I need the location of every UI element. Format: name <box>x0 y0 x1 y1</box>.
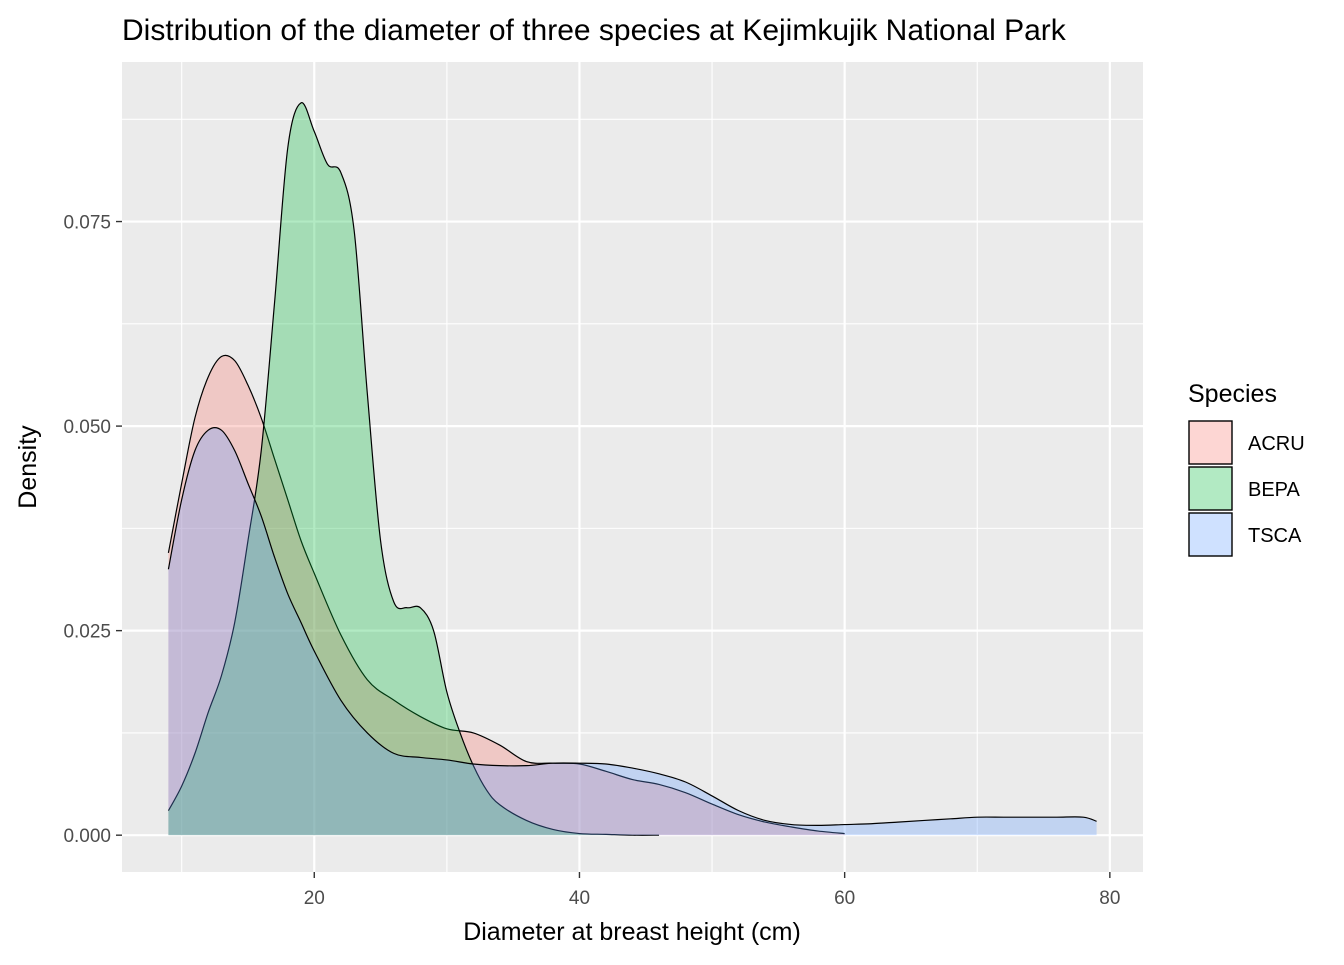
y-axis-title: Density <box>14 425 42 509</box>
x-axis-title: Diameter at breast height (cm) <box>463 918 801 946</box>
y-tick-label: 0.025 <box>63 622 111 643</box>
density-curves <box>167 102 1097 836</box>
y-tick-label: 0.000 <box>63 826 111 847</box>
legend-key-bepa <box>1188 466 1233 511</box>
density-line-acru <box>167 354 845 835</box>
density-line-tsca <box>167 427 1097 826</box>
y-axis: 0.000 0.025 0.050 0.075 <box>63 213 122 847</box>
chart-title: Distribution of the diameter of three sp… <box>122 14 1067 47</box>
legend-title: Species <box>1188 380 1277 408</box>
legend: Species ACRU BEPA TSCA <box>1188 380 1305 557</box>
density-line-bepa <box>167 102 660 836</box>
plot-panel <box>122 62 1143 872</box>
legend-key-acru <box>1188 420 1233 465</box>
x-tick-label: 60 <box>834 888 855 909</box>
legend-key-bg-tsca <box>1189 513 1232 556</box>
legend-key-bg-acru <box>1189 421 1232 464</box>
x-tick-label: 80 <box>1099 888 1120 909</box>
legend-items: ACRU BEPA TSCA <box>1188 420 1305 557</box>
legend-label-tsca: TSCA <box>1248 525 1302 547</box>
major-gridlines <box>122 62 1143 872</box>
legend-label-bepa: BEPA <box>1248 479 1301 501</box>
legend-key-tsca <box>1188 512 1233 557</box>
x-tick-label: 40 <box>569 888 590 909</box>
density-area-tsca <box>168 427 1097 836</box>
x-tick-label: 20 <box>304 888 325 909</box>
legend-label-acru: ACRU <box>1248 433 1305 455</box>
y-tick-label: 0.050 <box>63 417 111 438</box>
x-axis: 20 40 60 80 <box>304 872 1120 909</box>
y-tick-label: 0.075 <box>63 213 111 234</box>
density-area-bepa <box>168 102 660 836</box>
minor-gridlines <box>122 62 1143 872</box>
legend-key-bg-bepa <box>1189 467 1232 510</box>
density-area-acru <box>168 355 845 836</box>
